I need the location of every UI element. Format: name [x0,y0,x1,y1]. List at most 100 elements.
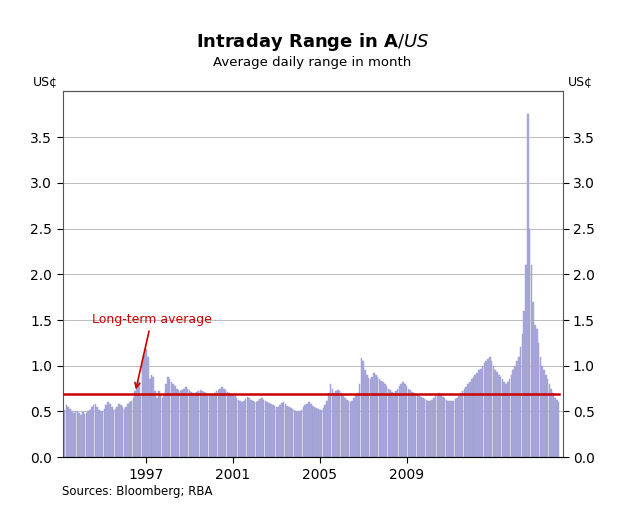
Bar [176,389,177,457]
Bar [216,391,217,457]
Bar [296,410,297,457]
Bar [458,396,460,457]
Bar [399,386,400,457]
Bar [290,408,292,457]
Bar [339,391,341,457]
Bar [214,393,216,457]
Bar [401,384,402,457]
Bar [230,394,232,457]
Bar [381,382,382,457]
Bar [201,391,203,457]
Bar [518,357,519,457]
Bar [541,366,543,457]
Bar [466,387,467,457]
Bar [266,402,268,457]
Bar [428,400,429,457]
Bar [314,407,315,457]
Bar [379,379,380,457]
Bar [129,402,131,457]
Bar [353,398,355,457]
Bar [302,407,304,457]
Bar [446,400,447,457]
Bar [408,389,409,457]
Bar [167,377,169,457]
Bar [284,404,286,457]
Bar [245,399,246,457]
Bar [377,377,378,457]
Bar [402,382,404,457]
Bar [161,398,163,457]
Bar [232,395,234,457]
Bar [69,409,71,457]
Bar [278,407,279,457]
Bar [126,407,127,457]
Bar [547,379,549,457]
Bar [545,375,547,457]
Bar [152,377,154,457]
Bar [248,398,250,457]
Bar [124,409,125,457]
Bar [106,405,107,457]
Bar [484,363,485,457]
Bar [213,395,214,457]
Bar [552,393,554,457]
Bar [263,400,264,457]
Bar [480,368,481,457]
Bar [369,379,371,457]
Bar [187,389,189,457]
Bar [364,370,366,457]
Bar [420,397,422,457]
Bar [189,391,190,457]
Bar [238,400,239,457]
Bar [494,370,496,457]
Bar [520,347,521,457]
Bar [395,391,396,457]
Bar [521,334,523,457]
Bar [415,394,416,457]
Bar [272,405,274,457]
Bar [217,391,219,457]
Bar [397,389,398,457]
Bar [258,400,259,457]
Bar [359,384,361,457]
Bar [259,399,261,457]
Bar [523,311,525,457]
Bar [191,392,192,457]
Bar [534,325,536,457]
Bar [469,382,471,457]
Bar [276,407,277,457]
Bar [122,407,123,457]
Bar [375,375,377,457]
Bar [492,366,494,457]
Bar [317,409,319,457]
Bar [207,394,208,457]
Bar [500,377,501,457]
Bar [274,406,276,457]
Bar [471,379,472,457]
Bar [282,402,284,457]
Bar [270,404,272,457]
Bar [393,393,395,457]
Bar [158,391,159,457]
Bar [209,395,210,457]
Bar [342,395,344,457]
Bar [532,302,534,457]
Bar [80,415,82,457]
Bar [503,382,505,457]
Bar [96,407,98,457]
Bar [310,404,311,457]
Bar [298,411,299,457]
Bar [86,414,88,457]
Bar [440,395,442,457]
Bar [308,402,310,457]
Bar [335,391,337,457]
Bar [482,366,483,457]
Bar [286,406,288,457]
Bar [66,405,68,457]
Bar [292,409,293,457]
Bar [156,398,158,457]
Bar [241,402,242,457]
Bar [268,403,270,457]
Bar [76,410,78,457]
Bar [442,397,444,457]
